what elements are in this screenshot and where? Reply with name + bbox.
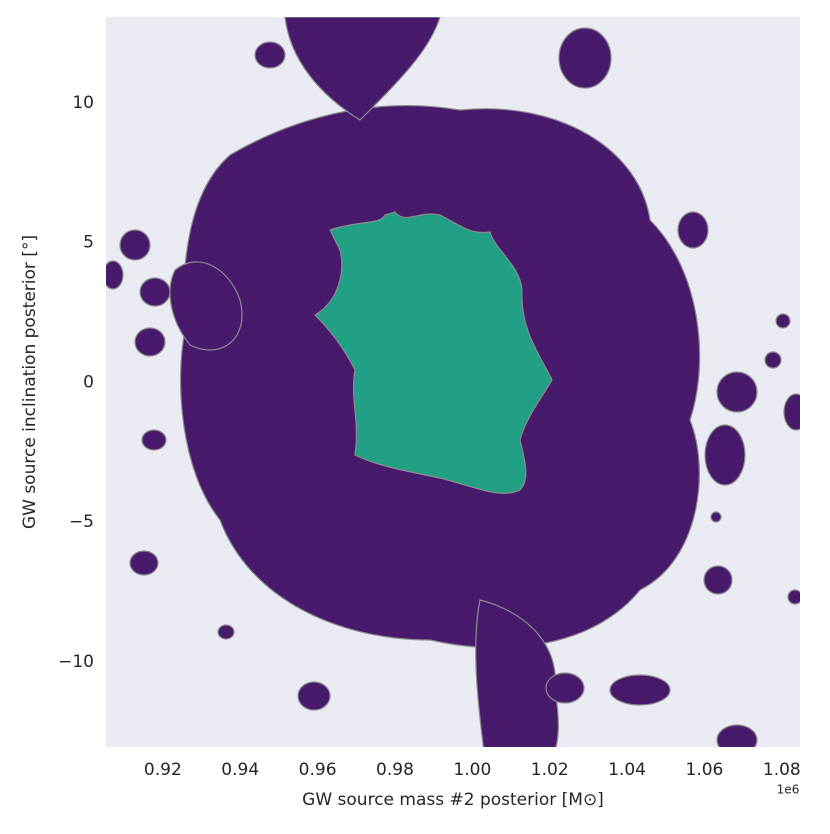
y-tick-label: −5 — [69, 512, 94, 532]
contour-region — [314, 211, 553, 494]
contour-region — [545, 672, 585, 704]
contour-region — [134, 327, 166, 357]
contour-region — [775, 313, 791, 329]
x-tick-label: 0.98 — [376, 760, 414, 780]
x-tick-label: 0.92 — [144, 760, 182, 780]
x-tick-label: 0.96 — [299, 760, 337, 780]
contour-region — [710, 511, 722, 523]
x-tick-label: 1.02 — [531, 760, 569, 780]
contour-region — [119, 229, 151, 261]
contour-region — [703, 565, 733, 595]
x-tick-label: 1.08 — [763, 760, 801, 780]
contour-region — [141, 429, 167, 451]
contour-region — [787, 589, 800, 605]
contour-region — [716, 724, 758, 747]
contour-region — [254, 41, 286, 69]
contour-region — [129, 550, 159, 576]
contour-region — [106, 260, 124, 290]
x-tick-label: 1.04 — [608, 760, 646, 780]
contour-region — [677, 211, 709, 249]
x-tick-label: 1.00 — [453, 760, 491, 780]
contour-region — [139, 277, 171, 307]
y-tick-label: 5 — [83, 233, 94, 253]
contour-region — [297, 681, 331, 711]
y-axis-label: GW source inclination posterior [°] — [20, 235, 40, 529]
x-tick-label: 0.94 — [221, 760, 259, 780]
contour-region — [783, 393, 800, 431]
y-tick-label: −10 — [58, 652, 94, 672]
contours — [106, 17, 800, 747]
contour-region — [609, 674, 671, 706]
x-axis-label: GW source mass #2 posterior [M⊙] — [302, 790, 604, 810]
x-tick-label: 1.06 — [686, 760, 724, 780]
contour-region — [704, 424, 746, 486]
contour-region — [764, 351, 782, 369]
contour-region — [169, 261, 243, 351]
y-tick-label: 10 — [72, 93, 94, 113]
contour-region — [475, 599, 559, 747]
y-tick-label: 0 — [83, 372, 94, 392]
contour-region — [716, 371, 758, 413]
contour-level-inner — [314, 211, 553, 494]
x-offset-label: 1e6 — [777, 783, 800, 797]
contour-region — [284, 17, 441, 121]
contour-region — [558, 27, 612, 89]
contour-region — [217, 624, 235, 640]
